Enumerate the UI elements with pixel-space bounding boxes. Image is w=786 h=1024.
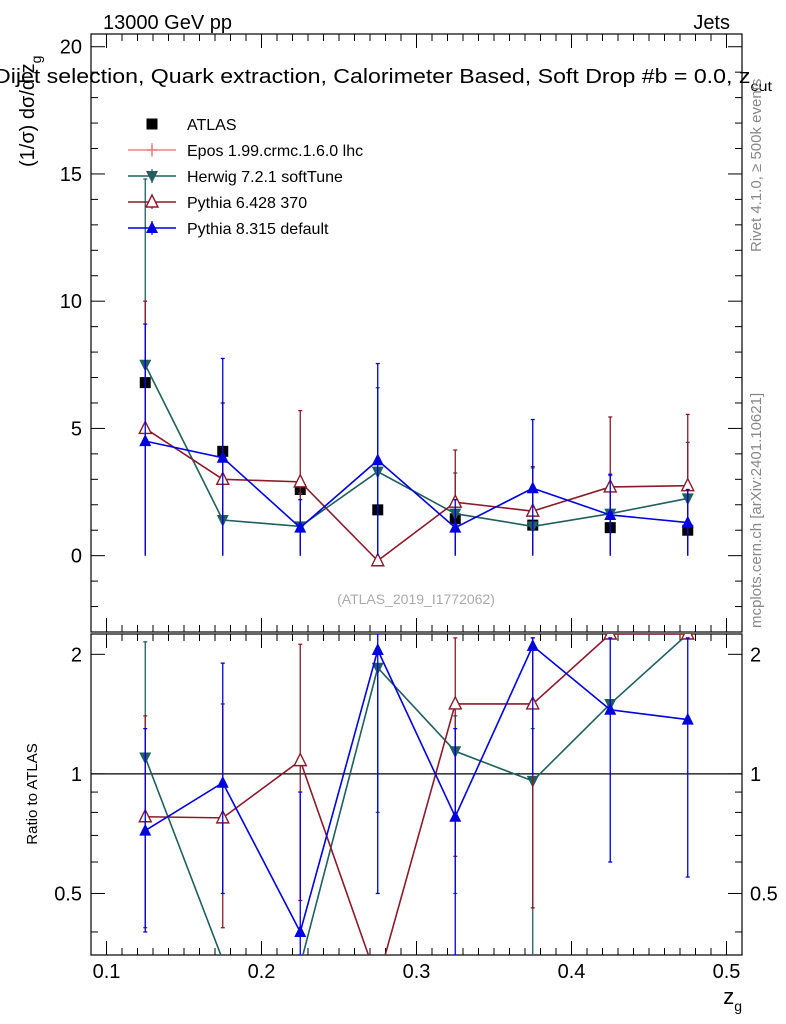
main-y-axis-label-main: (1/σ) dσ/d z (17, 63, 39, 167)
marker-pythia8 (294, 520, 307, 533)
series-line-pythia6 (144, 427, 688, 562)
legend-marker-pythia6 (144, 193, 160, 208)
x-tick-label: 0.5 (713, 961, 741, 983)
x-tick-label: 0.1 (93, 961, 121, 983)
legend-item-epos: Epos 1.99.crmc.1.6.0 lhc (128, 143, 363, 160)
legend-label-pythia6: Pythia 6.428 370 (187, 195, 307, 212)
rivet-label: Rivet 4.1.0, ≥ 500k events (748, 79, 765, 252)
ratio-line-herwig (144, 634, 689, 955)
marker-pythia8 (604, 507, 617, 520)
legend-item-atlas: ATLAS (146, 117, 237, 134)
main-y-axis-label-sub: g (28, 56, 44, 64)
ratio-y-axis-label: Ratio to ATLAS (24, 743, 41, 844)
marker-pythia6 (370, 552, 385, 567)
ratio-series-pythia8 (139, 634, 694, 955)
mcplots-label: mcplots.cern.ch [arXiv:2401.10621] (748, 393, 765, 628)
main-panel: 0 5 10 15 20 (1/σ) dσ/d zg (ATLAS_2019_I1772… (17, 33, 743, 633)
main-y-axis-label: (1/σ) dσ/d zg (17, 56, 44, 167)
series-pythia8 (139, 323, 694, 556)
ratio-marker-pythia8 (681, 712, 694, 725)
ratio-marker-pythia8 (449, 809, 462, 822)
series-line-herwig (144, 364, 688, 528)
ratio-marker-pythia8 (604, 702, 617, 715)
legend-marker-epos (147, 145, 157, 155)
legend-item-pythia8: Pythia 8.315 default (128, 221, 329, 238)
ratio-panel: 0.5 0.5 1 1 2 2 0.1 0.2 0.3 0.4 0.5 Ratio to ATLA… (24, 633, 778, 1014)
series-line-pythia8 (145, 440, 688, 529)
legend-label-pythia8: Pythia 8.315 default (187, 221, 329, 238)
marker-pythia8 (216, 450, 229, 463)
ratio-y-tick-label-left: 0.5 (54, 883, 82, 905)
legend-marker-herwig (146, 171, 158, 183)
selection-title-sub: cut (750, 78, 772, 94)
main-series-group (138, 178, 695, 567)
legend-marker-pythia8 (146, 221, 158, 233)
ratio-marker-pythia8 (294, 924, 307, 937)
main-y-tick-label: 0 (71, 546, 82, 568)
ratio-marker-pythia6 (603, 634, 618, 640)
ratio-y-tick-label-right: 2 (750, 644, 761, 666)
energy-label: 13000 GeV pp (103, 12, 232, 34)
marker-pythia8 (371, 453, 384, 466)
x-tick-label: 0.4 (558, 961, 586, 983)
main-x-ticks (90, 34, 743, 632)
ratio-y-tick-label-left: 1 (71, 764, 82, 786)
ratio-y-tick-label-right: 0.5 (750, 883, 778, 905)
legend-label-atlas: ATLAS (187, 117, 237, 134)
x-axis-label-main: z (723, 984, 734, 1009)
x-axis-label-sub: g (734, 998, 742, 1014)
category-label: Jets (693, 12, 730, 34)
ratio-marker-pythia8 (139, 823, 152, 836)
marker-pythia8 (526, 481, 539, 494)
marker-pythia6 (293, 473, 308, 488)
ratio-line-pythia6 (145, 634, 688, 955)
ratio-marker-pythia6 (293, 752, 308, 767)
selection-title-main: Dijet selection, Quark extraction, Calor… (0, 66, 750, 88)
main-y-ticks: 0 5 10 15 20 (60, 37, 742, 608)
watermark: (ATLAS_2019_I1772062) (337, 591, 495, 607)
main-y-tick-label: 20 (60, 37, 82, 59)
ratio-x-ticks: 0.1 0.2 0.3 0.4 0.5 (90, 634, 743, 983)
legend-item-herwig: Herwig 7.2.1 softTune (128, 169, 343, 186)
marker-pythia8 (681, 515, 694, 528)
legend-marker-atlas (146, 118, 158, 130)
ratio-marker-pythia6 (448, 695, 463, 710)
legend-label-herwig: Herwig 7.2.1 softTune (187, 169, 343, 186)
x-tick-label: 0.3 (403, 961, 431, 983)
marker-pythia8 (449, 520, 462, 533)
main-y-tick-label: 5 (71, 418, 82, 440)
legend-label-epos: Epos 1.99.crmc.1.6.0 lhc (187, 143, 363, 160)
x-tick-label: 0.2 (248, 961, 276, 983)
marker-pythia8 (139, 434, 152, 447)
ratio-marker-pythia8 (216, 775, 229, 788)
x-axis-label: zg (723, 984, 742, 1014)
ratio-marker-pythia8 (526, 638, 539, 651)
legend-item-pythia6: Pythia 6.428 370 (128, 193, 307, 212)
main-y-tick-label: 10 (60, 291, 82, 313)
ratio-marker-pythia8 (371, 643, 384, 656)
ratio-series-group (138, 634, 695, 955)
main-y-tick-label: 15 (60, 164, 82, 186)
selection-title: Dijet selection, Quark extraction, Calor… (0, 66, 772, 94)
ratio-y-tick-label-left: 2 (71, 644, 82, 666)
ratio-line-pythia8 (144, 644, 688, 935)
ratio-y-tick-label-right: 1 (750, 764, 761, 786)
legend: ATLAS Epos 1.99.crmc.1.6.0 lhc Herwig 7.2.… (128, 117, 363, 238)
ratio-marker-pythia6 (680, 634, 695, 640)
ratio-panel-frame (90, 633, 743, 956)
ratio-y-ticks: 0.5 0.5 1 1 2 2 (54, 644, 778, 933)
